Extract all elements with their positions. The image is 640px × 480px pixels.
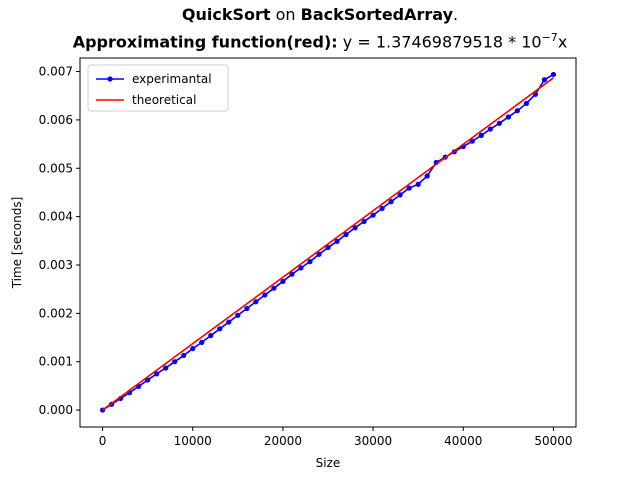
data-point-experimantal	[190, 346, 196, 352]
title-formula-suffix: x	[557, 32, 568, 52]
data-point-experimantal	[478, 132, 484, 138]
x-tick-label: 30000	[354, 434, 392, 448]
data-point-experimantal	[469, 138, 475, 144]
data-point-experimantal	[505, 114, 511, 120]
data-point-experimantal	[406, 185, 412, 191]
title-approx-label: Approximating function(red)	[72, 32, 332, 52]
data-point-experimantal	[262, 292, 268, 298]
title-period: .	[453, 5, 459, 24]
data-point-experimantal	[496, 120, 502, 126]
chart-title-line-1: QuickSort on BackSortedArray.	[0, 5, 640, 24]
data-point-experimantal	[172, 359, 178, 365]
data-point-experimantal	[244, 305, 250, 312]
data-point-experimantal	[370, 212, 376, 218]
y-tick-label: 0.001	[39, 355, 73, 369]
legend: experimantal theoretical	[87, 64, 229, 112]
y-tick-label: 0.004	[39, 210, 73, 224]
legend-label-experimantal: experimantal	[132, 72, 212, 86]
legend-marker-experimantal	[107, 76, 113, 82]
data-point-experimantal	[298, 265, 304, 271]
data-point-experimantal	[271, 285, 277, 291]
data-point-experimantal	[181, 352, 187, 359]
data-point-experimantal	[253, 299, 259, 305]
chart-title-line-2: Approximating function(red): y = 1.37469…	[0, 31, 640, 51]
data-point-experimantal	[352, 225, 358, 231]
data-point-experimantal	[289, 271, 295, 277]
x-tick-label: 0	[99, 434, 107, 448]
data-point-experimantal	[415, 181, 421, 187]
data-point-experimantal	[388, 199, 394, 205]
data-point-experimantal	[487, 126, 493, 132]
legend-label-theoretical: theoretical	[132, 93, 196, 107]
data-point-experimantal	[361, 218, 367, 225]
data-point-experimantal	[208, 332, 214, 339]
title-colon: :	[331, 32, 338, 52]
data-point-experimantal	[379, 205, 385, 212]
data-point-experimantal	[280, 278, 286, 285]
x-tick-label: 10000	[174, 434, 212, 448]
y-tick-label: 0.006	[39, 113, 73, 127]
plot-frame	[79, 57, 577, 428]
data-point-experimantal	[307, 259, 313, 265]
title-formula-prefix: y = 1.37469879518 * 10	[337, 32, 542, 52]
data-point-experimantal	[325, 244, 331, 251]
y-tick-label: 0.007	[39, 65, 73, 79]
data-point-experimantal	[316, 251, 322, 257]
x-axis-label: Size	[316, 456, 341, 470]
data-point-experimantal	[217, 326, 223, 332]
data-point-experimantal	[334, 238, 340, 244]
x-tick-label: 40000	[444, 434, 482, 448]
data-point-experimantal	[343, 231, 349, 238]
y-axis-label: Time [seconds]	[10, 197, 24, 290]
data-point-experimantal	[154, 371, 160, 377]
data-point-experimantal	[514, 108, 520, 114]
title-formula-exponent: −7	[541, 31, 558, 44]
data-point-experimantal	[199, 339, 205, 345]
y-tick-label: 0.002	[39, 306, 73, 320]
data-point-experimantal	[541, 77, 548, 83]
data-point-experimantal	[226, 319, 232, 325]
y-tick-label: 0.003	[39, 258, 73, 272]
data-point-experimantal	[397, 192, 403, 198]
plot-area	[99, 71, 557, 413]
title-array: BackSortedArray	[300, 5, 454, 24]
title-on: on	[270, 5, 301, 24]
data-point-experimantal	[163, 365, 169, 371]
data-point-experimantal	[424, 173, 430, 179]
series-line-theoretical	[102, 77, 554, 411]
x-axis-ticks: 0 10000 20000 30000 40000 50000	[99, 427, 573, 448]
y-tick-label: 0.005	[39, 161, 73, 175]
y-tick-label: 0.000	[39, 403, 73, 417]
data-point-experimantal	[550, 71, 557, 78]
y-axis-ticks: 0.000 0.001 0.002 0.003 0.004 0.005 0.006 0.007	[39, 65, 80, 417]
x-tick-label: 50000	[534, 434, 572, 448]
data-point-experimantal	[235, 312, 241, 318]
data-point-experimantal	[523, 100, 530, 107]
title-algorithm: QuickSort	[181, 5, 271, 24]
x-tick-label: 20000	[264, 434, 302, 448]
